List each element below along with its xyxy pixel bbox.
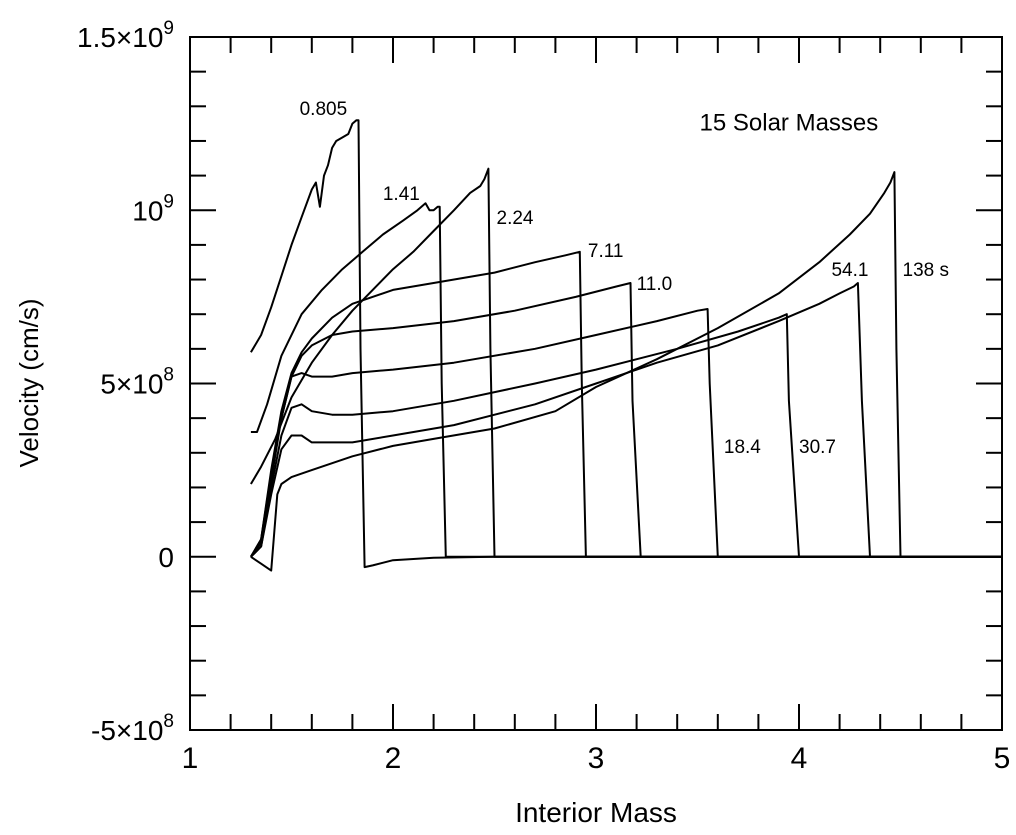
series-labels: 0.805 1.41 2.24 7.11 11.0 18.4 30.7 54.1 138 s [300,99,949,458]
series-line [250,250,1002,558]
y-tick-label: -5×108 [91,711,174,746]
series-line [250,282,1002,558]
x-tick-label: 1 [182,742,199,775]
x-tick-label: 5 [994,742,1011,775]
series-label: 2.24 [497,208,534,229]
y-tick-label: 109 [132,191,174,226]
x-axis-label: Interior Mass [515,797,677,828]
x-tick-label: 3 [588,742,605,775]
series-line [250,308,1002,558]
y-tick-label: 0 [158,542,174,573]
chart-annotation: 15 Solar Masses [700,110,879,137]
y-tick-labels: -5×108 0 5×108 109 1.5×109 [77,18,174,746]
series-lines [250,119,1002,572]
y-tick-label: 1.5×109 [77,18,174,53]
series-label: 7.11 [588,241,624,262]
axis-ticks [189,36,1003,731]
x-tick-label: 2 [385,742,402,775]
series-label: 138 s [903,260,949,281]
series-line [250,167,1002,558]
series-line [250,171,1002,572]
x-tick-label: 4 [791,742,808,775]
y-axis-label: Velocity (cm/s) [14,298,44,467]
y-tick-label: 5×108 [100,365,174,400]
x-tick-labels: 1 2 3 4 5 [182,742,1011,775]
series-label: 30.7 [799,437,836,458]
series-line [250,313,1002,558]
series-line [250,119,1002,569]
series-label: 11.0 [637,274,673,295]
series-label: 18.4 [724,437,761,458]
series-label: 1.41 [383,184,420,205]
series-label: 0.805 [300,99,348,120]
series-label: 54.1 [831,260,868,281]
series-line [250,202,1002,558]
